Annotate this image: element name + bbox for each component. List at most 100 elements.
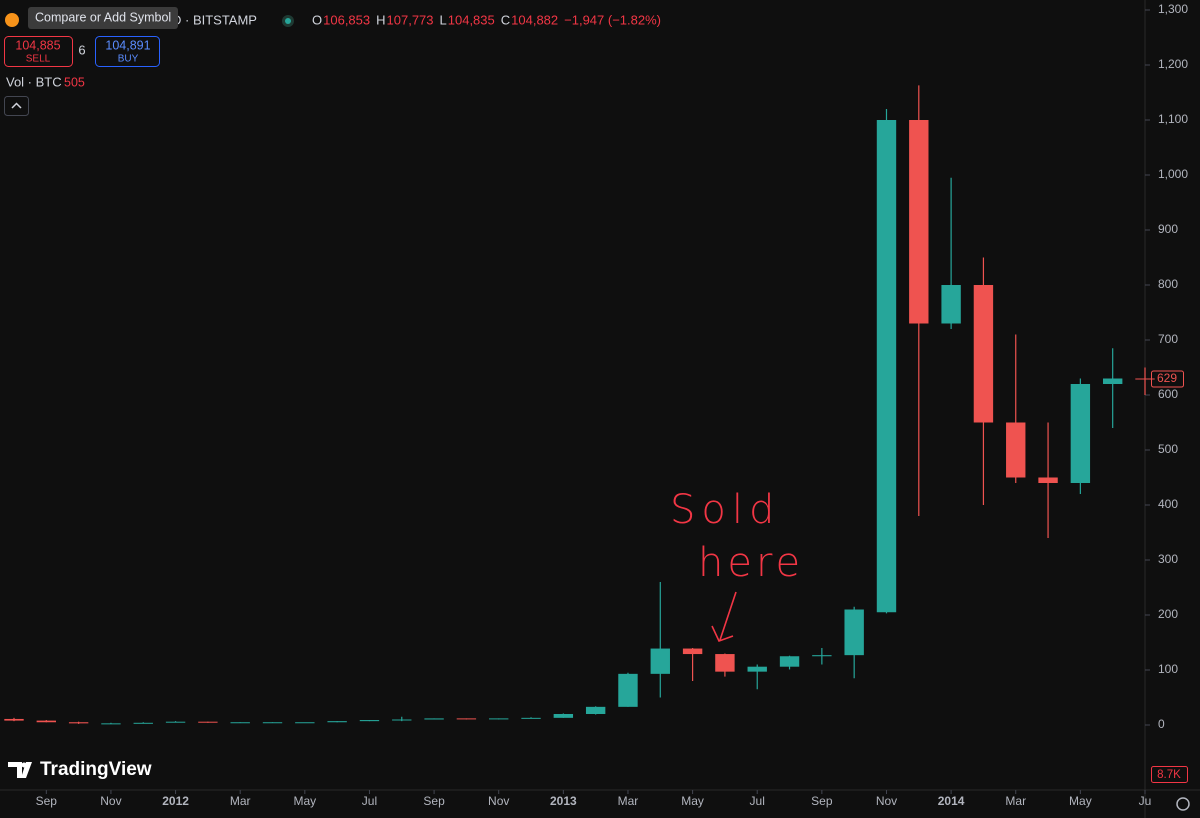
last-price-label: 629 [1157, 371, 1177, 385]
candle-body [1102, 378, 1123, 384]
candle-body [424, 718, 444, 720]
candle-body [1135, 378, 1155, 380]
y-tick-label: 900 [1158, 222, 1178, 236]
candle-body [198, 721, 218, 723]
candle-body [262, 722, 283, 724]
candle-body [1006, 422, 1026, 478]
x-tick-label: 2014 [938, 794, 965, 808]
x-tick-label: Nov [876, 794, 897, 808]
x-tick-label: May [293, 794, 316, 808]
ohlc-key: C [501, 12, 510, 27]
ohlc-key: O [312, 12, 322, 27]
y-tick-label: 0 [1158, 717, 1165, 731]
candle-body [618, 673, 638, 707]
collapse-button[interactable] [4, 96, 29, 116]
tooltip [28, 7, 178, 29]
volume-value: 505 [64, 75, 85, 89]
volume-label: Vol · BTC [6, 74, 62, 89]
candle-body [715, 654, 735, 672]
x-tick-label: 2013 [550, 794, 577, 808]
tooltip-text: Compare or Add Symbol [35, 10, 171, 24]
ohlc-value: 104,835 [448, 12, 495, 27]
x-tick-label: Mar [1005, 794, 1026, 808]
candle-body [36, 720, 57, 723]
change: −1,947 (−1.82%) [564, 12, 661, 27]
x-tick-label: May [1069, 794, 1092, 808]
candle-body [165, 721, 186, 723]
ohlc-value: 107,773 [387, 12, 434, 27]
buy-label: BUY [118, 54, 139, 65]
candle-body [489, 718, 509, 720]
x-tick-label: Jul [750, 794, 765, 808]
symbol-name[interactable]: D · BITSTAMP [172, 12, 257, 27]
candle-body [133, 722, 153, 724]
y-tick-label: 500 [1158, 442, 1178, 456]
x-tick-label: 2012 [162, 794, 189, 808]
ohlc-value: 104,882 [511, 12, 558, 27]
x-tick-label: Sep [811, 794, 833, 808]
x-tick-label: Sep [423, 794, 445, 808]
y-tick-label: 1,100 [1158, 112, 1188, 126]
ohlc-legend: O 106,853 H 107,773 L 104,835 C 104,882 [312, 12, 558, 27]
candle-body [68, 722, 89, 724]
candle-body [779, 656, 800, 667]
sell-label: SELL [26, 54, 51, 65]
sell-button[interactable] [4, 36, 73, 67]
candle-body [747, 666, 767, 672]
settings-button[interactable] [1176, 797, 1190, 811]
y-tick-label: 600 [1158, 387, 1178, 401]
brand-name: TradingView [40, 759, 152, 780]
spread: 6 [78, 42, 85, 57]
ohlc-key: H [376, 12, 385, 27]
x-tick-label: Mar [618, 794, 639, 808]
candle-body [101, 723, 121, 725]
annotation-text: Sold [670, 487, 780, 533]
candle-body [4, 718, 24, 721]
x-tick-label: Nov [100, 794, 121, 808]
brand-logo-dot [21, 762, 27, 768]
candle-body [230, 722, 250, 724]
ohlc-key: L [440, 12, 447, 27]
market-status-dot [285, 18, 291, 24]
volume-axis-box [1151, 766, 1188, 783]
last-price-box [1151, 370, 1184, 388]
symbol-icon[interactable] [5, 13, 19, 27]
annotation-arrow [711, 591, 737, 642]
candle-body [876, 120, 897, 613]
y-tick-label: 1,300 [1158, 2, 1188, 16]
x-tick-label: Sep [36, 794, 58, 808]
y-tick-label: 700 [1158, 332, 1178, 346]
candle-body [392, 719, 412, 721]
candle-body [521, 717, 541, 719]
candle-body [553, 714, 574, 718]
candle-body [844, 609, 864, 656]
y-tick-label: 1,200 [1158, 57, 1188, 71]
candle-body [327, 721, 347, 723]
collapse-icon [11, 102, 22, 109]
x-tick-label: Ju [1139, 794, 1152, 808]
candle-body [359, 720, 380, 722]
x-tick-label: May [681, 794, 704, 808]
candle-body [682, 648, 703, 655]
annotation-text: here [698, 540, 804, 586]
y-tick-label: 400 [1158, 497, 1178, 511]
y-tick-label: 1,000 [1158, 167, 1188, 181]
x-tick-label: Mar [230, 794, 251, 808]
candle-body [909, 120, 929, 324]
sell-price: 104,885 [15, 38, 60, 52]
candle-body [812, 655, 832, 657]
ohlc-value: 106,853 [323, 12, 370, 27]
volume-axis-label: 8.7K [1157, 769, 1181, 781]
candle-body [973, 285, 994, 423]
candle-body [941, 285, 961, 324]
x-tick-label: Jul [362, 794, 377, 808]
candle-body [1038, 477, 1058, 483]
buy-button[interactable] [95, 36, 160, 67]
candle-body [650, 648, 670, 674]
candle-body [456, 718, 477, 720]
x-tick-label: Nov [488, 794, 509, 808]
candle-body [295, 722, 315, 724]
y-tick-label: 200 [1158, 607, 1178, 621]
buy-price: 104,891 [105, 38, 150, 52]
